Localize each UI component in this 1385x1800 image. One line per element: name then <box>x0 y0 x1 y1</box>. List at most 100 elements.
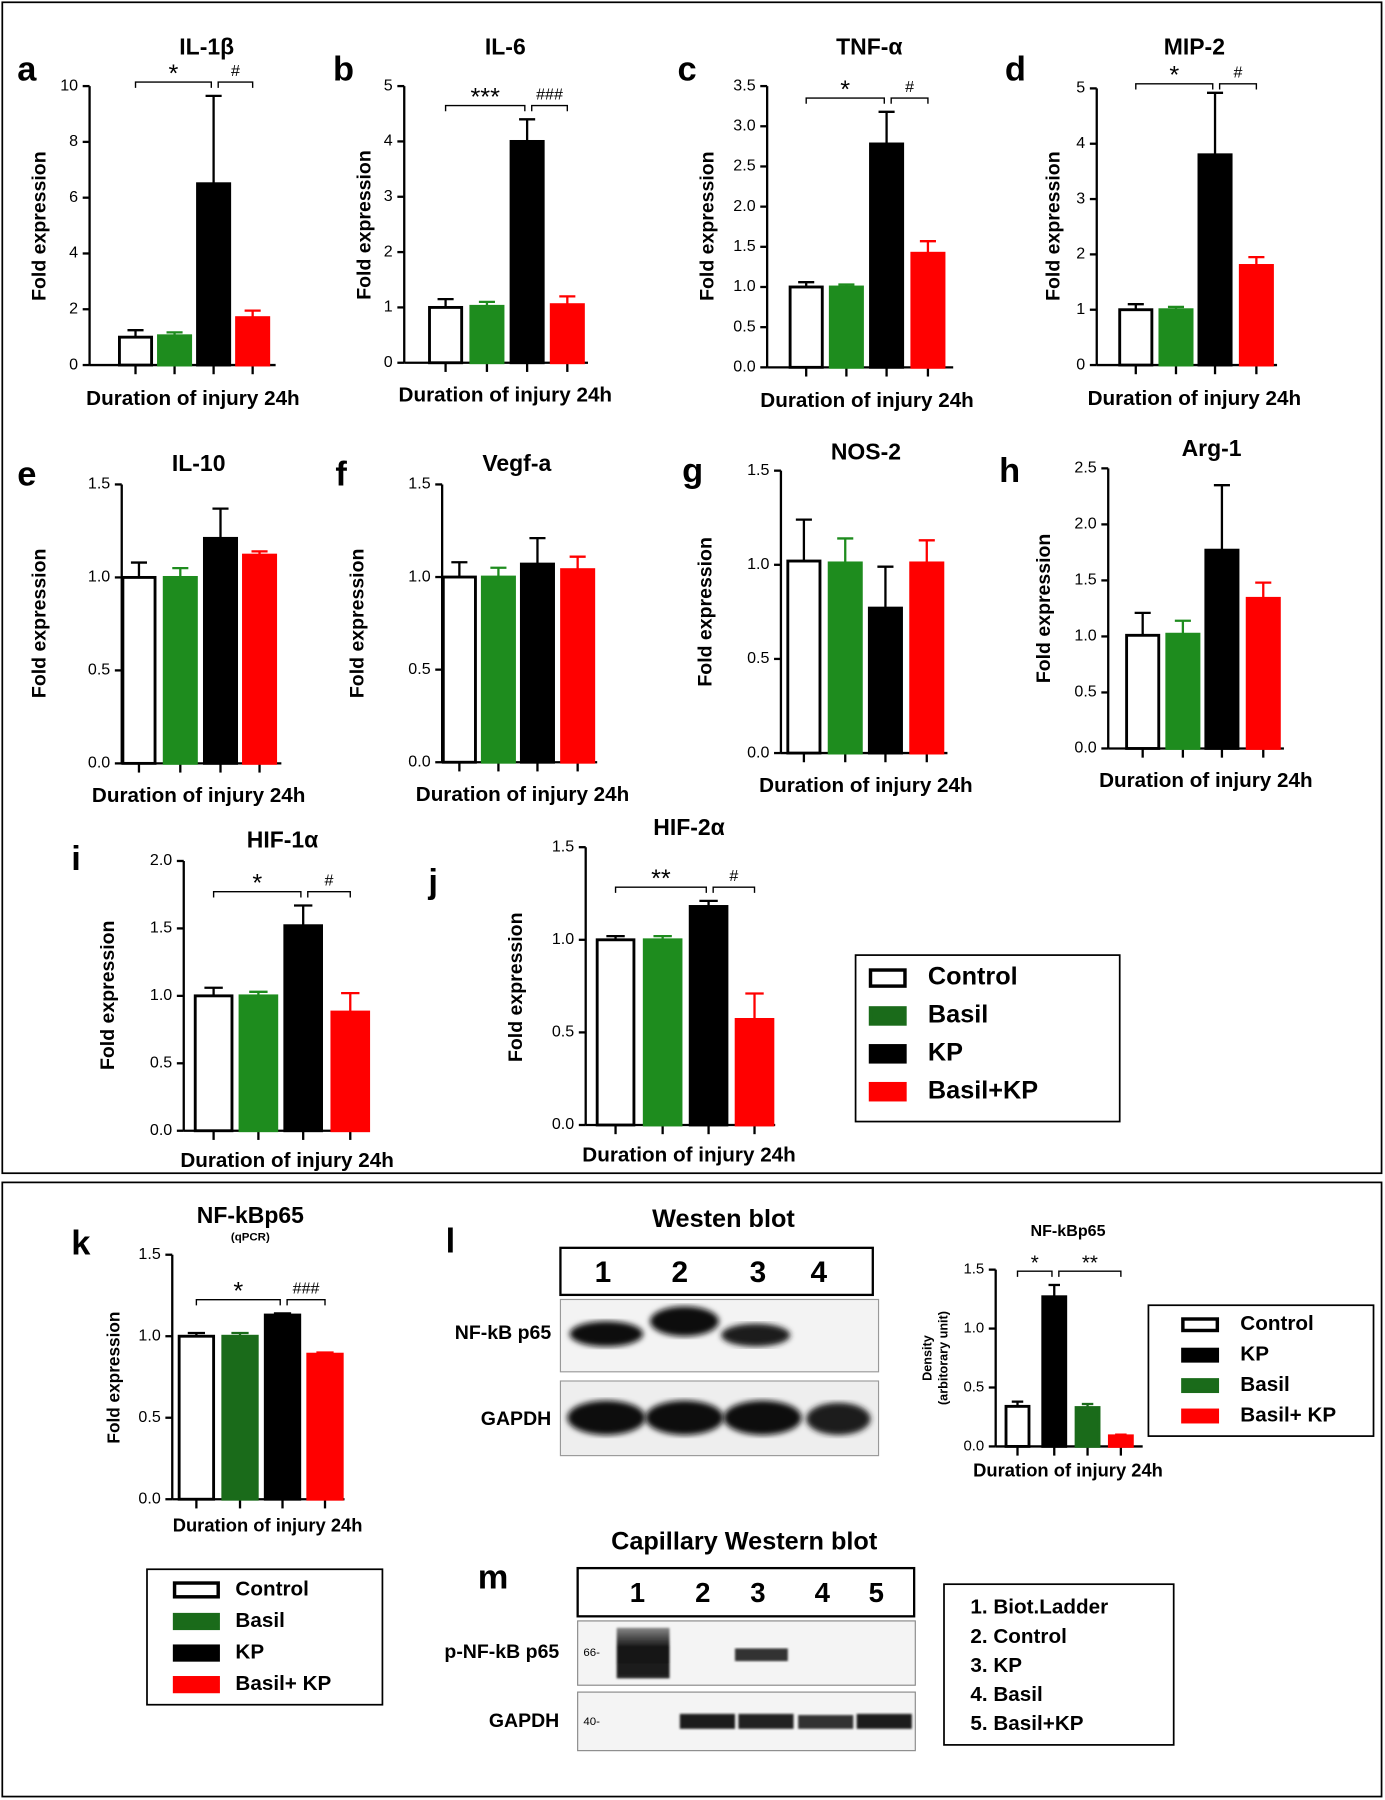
y-axis-label: Fold expression <box>353 150 375 300</box>
y-tick-label: 3 <box>384 187 393 205</box>
legend-box <box>854 954 1121 1123</box>
y-axis-label: Fold expression <box>694 537 716 687</box>
chart-title: IL-6 <box>485 33 526 59</box>
panel-letter: g <box>682 452 703 490</box>
row-label: GAPDH <box>481 1408 551 1430</box>
bar <box>1204 548 1240 750</box>
y-axis-label: Fold expression <box>505 912 527 1062</box>
y-tick-label: 0.0 <box>88 754 110 772</box>
y-tick-label: 1.0 <box>150 986 172 1004</box>
blot-band <box>734 1648 788 1662</box>
significance-label: * <box>1031 1252 1039 1275</box>
blot-band <box>569 1321 644 1347</box>
legend-label: Basil+ KP <box>235 1672 331 1695</box>
bar <box>235 316 271 367</box>
legend-swatch <box>1181 1408 1220 1424</box>
y-tick-label: 2 <box>384 242 393 260</box>
legend-swatch <box>1181 1378 1220 1394</box>
significance-label: # <box>325 872 334 890</box>
panel-letter: e <box>17 456 36 494</box>
y-tick-label: 0.5 <box>138 1408 160 1426</box>
blot-title: Capillary Western blot <box>611 1528 878 1556</box>
y-axis-label: Fold expression <box>1033 534 1055 684</box>
chart-title: IL-10 <box>172 450 226 476</box>
bar <box>306 1352 344 1501</box>
significance-label: # <box>905 78 914 96</box>
blot-band <box>806 1402 871 1435</box>
lane-key-item: 4. Basil <box>970 1683 1042 1706</box>
bar <box>1125 633 1161 750</box>
legend-label: Basil+KP <box>928 1076 1038 1104</box>
chart-title: NF-kBp65 <box>1031 1222 1106 1240</box>
y-tick-label: 0 <box>69 355 78 373</box>
row-label: GAPDH <box>489 1710 559 1732</box>
legend-label: Control <box>235 1577 308 1600</box>
significance-bracket <box>307 891 351 898</box>
legend-swatch <box>868 968 907 988</box>
chart-subtitle: (qPCR) <box>231 1232 270 1244</box>
row-label: p-NF-kB p65 <box>444 1641 559 1663</box>
significance-bracket <box>134 81 212 88</box>
y-tick-label: 2.0 <box>1074 515 1096 533</box>
bar <box>196 182 232 367</box>
bar <box>519 562 555 764</box>
legend-swatch <box>868 1081 907 1102</box>
legend-swatch <box>868 1044 907 1064</box>
significance-bracket <box>286 1298 326 1306</box>
bar <box>786 559 822 755</box>
bar <box>242 553 278 765</box>
chart-title: HIF-2α <box>653 814 725 840</box>
significance-bracket <box>217 81 254 88</box>
y-tick-label: 0.5 <box>88 661 110 679</box>
legend-label: KP <box>1240 1343 1269 1366</box>
blot-title: Westen blot <box>652 1205 795 1233</box>
bar <box>1245 596 1281 750</box>
bar <box>238 994 279 1133</box>
y-tick-label: 2.5 <box>1074 459 1096 477</box>
y-tick-label: 1.5 <box>733 237 755 255</box>
bar <box>193 994 234 1133</box>
lane-number: 4 <box>815 1577 831 1608</box>
bar <box>330 1010 371 1133</box>
y-tick-label: 1.5 <box>150 919 172 937</box>
y-tick-label: 8 <box>69 132 78 150</box>
y-tick-label: 2.0 <box>150 851 172 869</box>
y-tick-label: 4 <box>1076 134 1085 152</box>
blot-band <box>721 1323 791 1347</box>
significance-bracket <box>1016 1270 1053 1277</box>
legend-label: KP <box>235 1641 264 1664</box>
legend-swatch <box>1181 1317 1220 1333</box>
lane-key-box <box>943 1583 1175 1746</box>
panel-letter: c <box>678 50 697 88</box>
significance-label: ** <box>1082 1252 1098 1275</box>
lane-key-item: 1. Biot.Ladder <box>970 1596 1108 1619</box>
blot-band <box>798 1715 854 1729</box>
bar <box>221 1334 259 1501</box>
x-axis-label: Duration of injury 24h <box>86 387 300 410</box>
legend-swatch <box>868 1006 907 1026</box>
y-tick-label: 0 <box>384 353 393 371</box>
significance-bracket <box>890 97 929 104</box>
y-tick-label: 1.5 <box>1074 571 1096 589</box>
y-axis-label: Fold expression <box>28 549 50 699</box>
legend-label: Control <box>1240 1312 1313 1335</box>
bar <box>1004 1404 1031 1448</box>
blot-band <box>856 1713 912 1729</box>
lane-number: 4 <box>811 1256 828 1289</box>
significance-bracket <box>444 104 526 112</box>
y-tick-label: 1.5 <box>963 1261 984 1278</box>
chart-title: MIP-2 <box>1164 33 1225 59</box>
y-tick-label: 4 <box>384 132 393 150</box>
significance-label: # <box>231 62 240 80</box>
y-tick-label: 4 <box>69 244 78 262</box>
y-tick-label: 0.0 <box>408 752 430 770</box>
significance-bracket <box>531 104 569 112</box>
bar <box>688 905 729 1127</box>
x-axis-label: Duration of injury 24h <box>1099 769 1313 792</box>
significance-bracket <box>195 1298 281 1306</box>
significance-label: *** <box>470 83 500 111</box>
bar <box>1165 632 1201 750</box>
panel-letter: f <box>335 456 347 494</box>
bar <box>441 575 477 764</box>
blot-band <box>567 1400 646 1435</box>
